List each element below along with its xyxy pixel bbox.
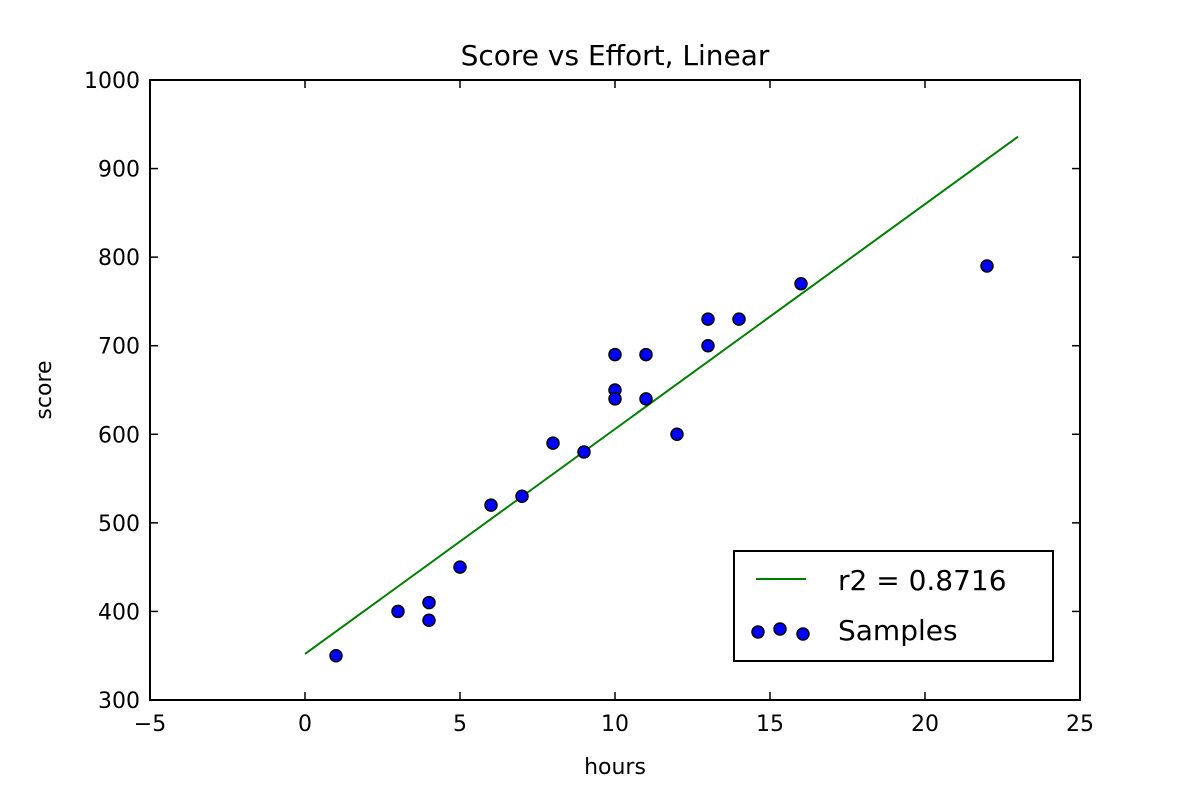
sample-point: [980, 259, 994, 273]
x-axis-label: hours: [584, 755, 646, 780]
y-tick-label: 400: [98, 600, 140, 625]
fit-line: [304, 135, 1019, 655]
y-axis-label: score: [32, 360, 57, 419]
sample-point: [639, 392, 653, 406]
x-tick-label: 5: [453, 712, 467, 737]
y-tick-label: 600: [98, 423, 140, 448]
legend: r2 = 0.8716 Samples: [733, 550, 1054, 662]
sample-point: [546, 436, 560, 450]
sample-point: [577, 445, 591, 459]
sample-point: [608, 392, 622, 406]
y-tick-label: 500: [98, 512, 140, 537]
y-tick-label: 900: [98, 158, 140, 183]
chart-title: Score vs Effort, Linear: [461, 39, 770, 72]
sample-point: [484, 498, 498, 512]
legend-label-samples: Samples: [838, 614, 958, 647]
y-tick-label: 800: [98, 246, 140, 271]
legend-label-fit: r2 = 0.8716: [838, 564, 1007, 597]
sample-point: [639, 347, 653, 362]
sample-point: [453, 560, 467, 574]
sample-point: [732, 312, 746, 326]
x-tick-label: 0: [298, 712, 312, 737]
x-tick-label: 20: [911, 712, 939, 737]
x-tick-label: 25: [1066, 712, 1094, 737]
sample-point: [701, 312, 715, 326]
y-tick-label: 300: [98, 689, 140, 714]
sample-point: [794, 276, 808, 291]
legend-box: [733, 550, 1054, 662]
sample-point: [608, 347, 622, 362]
legend-marker-swatch: [773, 622, 787, 636]
sample-point: [670, 427, 684, 442]
axis-ticks: −5 0 5 10 15 20 25 300 400 500 600 700 800 900 1000: [84, 69, 1094, 737]
legend-marker-swatch: [751, 625, 765, 639]
sample-point: [701, 338, 715, 353]
plot-frame: [149, 79, 1081, 701]
x-tick-label: 10: [601, 712, 629, 737]
x-tick-label: −5: [134, 712, 166, 737]
sample-point: [422, 595, 436, 610]
sample-point: [422, 613, 436, 628]
sample-point: [515, 489, 529, 504]
y-tick-label: 1000: [84, 69, 140, 94]
sample-point: [391, 604, 405, 619]
y-tick-label: 700: [98, 335, 140, 360]
sample-point: [329, 648, 343, 663]
legend-marker-swatch: [796, 627, 810, 641]
plot-area: [304, 135, 1019, 663]
x-tick-label: 15: [756, 712, 784, 737]
